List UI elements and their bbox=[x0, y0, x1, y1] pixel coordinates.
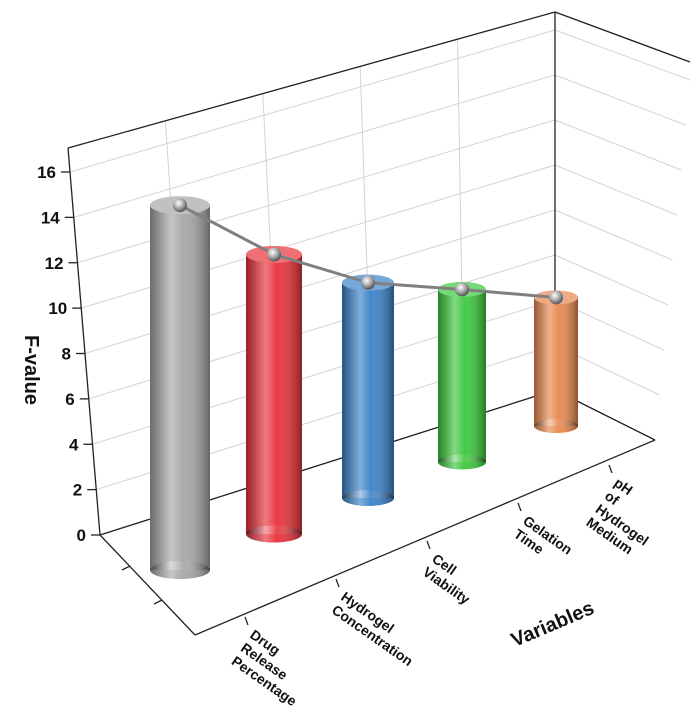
x-tick-label: Cell Viability bbox=[420, 550, 482, 607]
x-tick-label: Gelation Time bbox=[511, 512, 578, 573]
grid-line bbox=[554, 254, 669, 306]
depth-tick bbox=[153, 599, 163, 605]
y-tick-label: 14 bbox=[41, 208, 60, 227]
point-marker bbox=[455, 282, 469, 297]
y-tick-label: 4 bbox=[69, 435, 79, 454]
grid-line bbox=[554, 74, 686, 126]
depth-axis bbox=[99, 534, 196, 636]
cylinder bbox=[534, 290, 578, 433]
grid-line bbox=[554, 29, 691, 81]
y-axis-title: F-value bbox=[20, 335, 42, 405]
bars bbox=[150, 196, 578, 579]
depth-tick bbox=[121, 565, 131, 571]
y-tick-label: 10 bbox=[48, 299, 67, 318]
y-tick-label: 12 bbox=[45, 254, 64, 273]
y-tick-label: 16 bbox=[37, 163, 56, 182]
cylinder bbox=[438, 281, 486, 470]
cylinder-shade bbox=[150, 205, 210, 570]
y-tick-label: 2 bbox=[73, 481, 82, 500]
x-tick bbox=[426, 540, 431, 550]
x-tick bbox=[608, 464, 613, 474]
cylinder bbox=[342, 274, 394, 506]
x-axis-title: Variables bbox=[508, 597, 597, 652]
x-tick bbox=[517, 502, 522, 512]
cylinder-shade bbox=[438, 289, 486, 462]
point-marker bbox=[173, 198, 187, 213]
y-tick-label: 6 bbox=[65, 390, 74, 409]
grid-line bbox=[554, 164, 678, 216]
point-marker bbox=[549, 290, 563, 305]
y-axis bbox=[67, 147, 101, 536]
y-tick-label: 8 bbox=[62, 345, 71, 364]
y-tick-label: 0 bbox=[77, 526, 86, 545]
x-tick-label: Drug Release Percentage bbox=[229, 626, 319, 709]
x-tick-label: Hydrogel Concentration bbox=[329, 588, 425, 669]
cylinder-shade bbox=[342, 282, 394, 498]
x-axis bbox=[194, 439, 656, 636]
cylinder bbox=[150, 196, 210, 579]
point-marker bbox=[267, 247, 281, 262]
cylinder-shade bbox=[534, 297, 578, 426]
cylinder bbox=[246, 245, 302, 543]
cylinder-shade bbox=[246, 254, 302, 535]
grid-line bbox=[77, 119, 556, 264]
grid-line bbox=[69, 29, 556, 173]
point-marker bbox=[361, 275, 375, 290]
x-tick bbox=[335, 578, 340, 588]
box-edge bbox=[67, 11, 556, 149]
grid-line bbox=[73, 74, 556, 218]
grid-line bbox=[554, 209, 673, 261]
x-tick bbox=[244, 616, 249, 626]
box-edge bbox=[554, 11, 691, 63]
grid-line bbox=[554, 119, 682, 171]
x-tick-label: pH of Hydrogel Medium bbox=[584, 474, 674, 564]
